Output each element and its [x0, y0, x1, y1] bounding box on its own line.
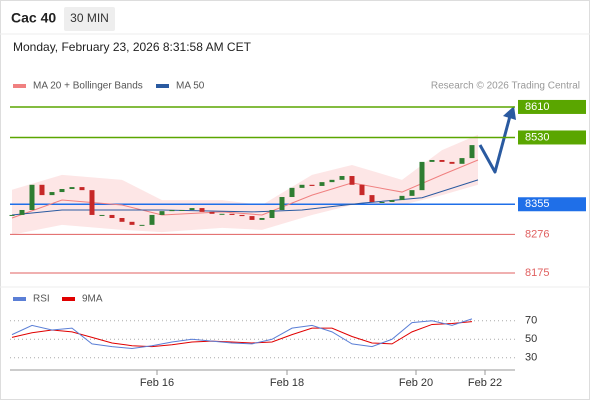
legend-swatch	[13, 297, 26, 301]
candle	[199, 208, 205, 212]
candle	[389, 200, 395, 202]
legend-label: 9MA	[82, 294, 103, 305]
chart-title: Cac 40	[11, 10, 56, 26]
candle	[19, 209, 25, 215]
candle	[59, 188, 65, 193]
legend-label: RSI	[33, 294, 50, 305]
x-tick-label: Feb 22	[468, 377, 502, 389]
x-tick-label: Feb 16	[140, 377, 174, 389]
level-label: 8610	[525, 101, 549, 113]
candle	[439, 159, 445, 162]
candle	[289, 187, 295, 198]
legend-label: MA 50	[176, 81, 205, 92]
candle	[429, 159, 435, 162]
candle	[129, 221, 135, 225]
candle	[249, 216, 255, 220]
candle	[159, 211, 165, 215]
arrow-head	[503, 106, 516, 120]
ma50-line	[11, 179, 479, 216]
candle	[119, 217, 125, 222]
level-label: 8276	[525, 228, 549, 240]
candle	[39, 184, 45, 196]
level-tag	[518, 197, 586, 212]
candle	[339, 176, 345, 180]
level-label: 8355	[525, 198, 549, 210]
rsi-ma-line	[11, 321, 473, 348]
candle	[79, 187, 85, 191]
ma20-line	[11, 159, 479, 219]
candle	[229, 213, 235, 215]
y-tick-label: 30	[525, 352, 537, 364]
timeframe-box[interactable]	[64, 7, 115, 31]
candle	[359, 184, 365, 196]
candle	[169, 209, 175, 212]
source: Research © 2026 Trading Central	[431, 81, 580, 92]
level-label: 8175	[525, 267, 549, 279]
candle	[49, 192, 55, 196]
candle	[399, 195, 405, 201]
candle	[299, 184, 305, 188]
candle	[329, 179, 335, 183]
candle	[239, 214, 245, 217]
legend-swatch	[13, 84, 26, 88]
candle	[379, 201, 385, 203]
candle	[139, 224, 145, 226]
y-tick-label: 50	[525, 333, 537, 345]
level-tag	[518, 99, 586, 114]
candle	[409, 190, 415, 196]
x-tick-label: Feb 20	[399, 377, 433, 389]
candle	[419, 161, 425, 191]
candle	[179, 209, 185, 211]
candle	[149, 214, 155, 225]
candle	[109, 214, 115, 218]
candle	[469, 145, 475, 159]
candle	[189, 208, 195, 210]
candle	[319, 182, 325, 186]
candle	[349, 176, 355, 185]
candle	[89, 190, 95, 215]
candle	[9, 214, 15, 216]
subtitle: Monday, February 23, 2026 8:31:58 AM CET	[13, 40, 252, 54]
rsi-line	[11, 318, 473, 350]
forecast-arrow	[478, 115, 512, 174]
candle	[269, 209, 275, 218]
x-tick-label: Feb 18	[270, 377, 304, 389]
candle	[259, 217, 265, 220]
candle	[29, 184, 35, 210]
level-label: 8530	[525, 131, 549, 143]
y-tick-label: 70	[525, 315, 537, 327]
candle	[209, 211, 215, 214]
candle	[219, 213, 225, 215]
candle	[69, 187, 75, 189]
legend-swatch	[62, 297, 75, 301]
candle	[309, 184, 315, 186]
legend-label: MA 20 + Bollinger Bands	[33, 81, 143, 92]
candle	[99, 214, 105, 216]
timeframe[interactable]: 30 MIN	[70, 11, 109, 25]
candle	[369, 195, 375, 202]
candle	[279, 197, 285, 210]
legend-swatch	[156, 84, 169, 88]
candle	[449, 161, 455, 164]
candle	[459, 158, 465, 164]
level-tag	[518, 130, 586, 145]
